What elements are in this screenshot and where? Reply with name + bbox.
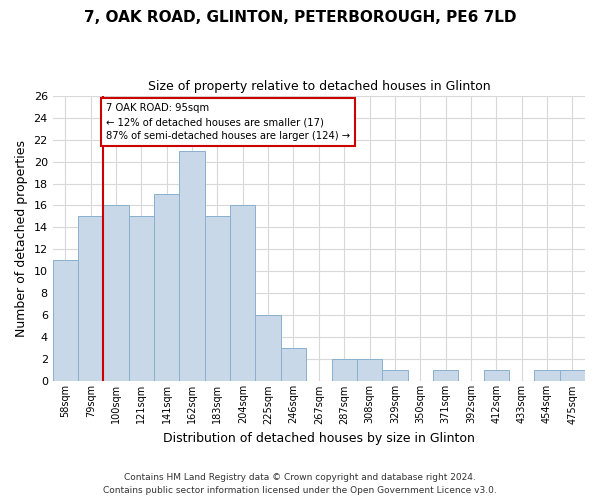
Bar xyxy=(179,150,205,382)
Bar xyxy=(230,206,256,382)
Bar xyxy=(53,260,78,382)
Bar xyxy=(357,360,382,382)
Text: 7 OAK ROAD: 95sqm
← 12% of detached houses are smaller (17)
87% of semi-detached: 7 OAK ROAD: 95sqm ← 12% of detached hous… xyxy=(106,104,350,142)
Bar xyxy=(129,216,154,382)
Text: Contains HM Land Registry data © Crown copyright and database right 2024.
Contai: Contains HM Land Registry data © Crown c… xyxy=(103,473,497,495)
Bar xyxy=(154,194,179,382)
Bar xyxy=(535,370,560,382)
X-axis label: Distribution of detached houses by size in Glinton: Distribution of detached houses by size … xyxy=(163,432,475,445)
Bar xyxy=(103,206,129,382)
Title: Size of property relative to detached houses in Glinton: Size of property relative to detached ho… xyxy=(148,80,490,93)
Y-axis label: Number of detached properties: Number of detached properties xyxy=(15,140,28,337)
Bar xyxy=(78,216,103,382)
Bar xyxy=(382,370,407,382)
Bar xyxy=(205,216,230,382)
Bar xyxy=(560,370,585,382)
Bar xyxy=(281,348,306,382)
Text: 7, OAK ROAD, GLINTON, PETERBOROUGH, PE6 7LD: 7, OAK ROAD, GLINTON, PETERBOROUGH, PE6 … xyxy=(84,10,516,25)
Bar xyxy=(332,360,357,382)
Bar xyxy=(256,316,281,382)
Bar xyxy=(433,370,458,382)
Bar xyxy=(484,370,509,382)
